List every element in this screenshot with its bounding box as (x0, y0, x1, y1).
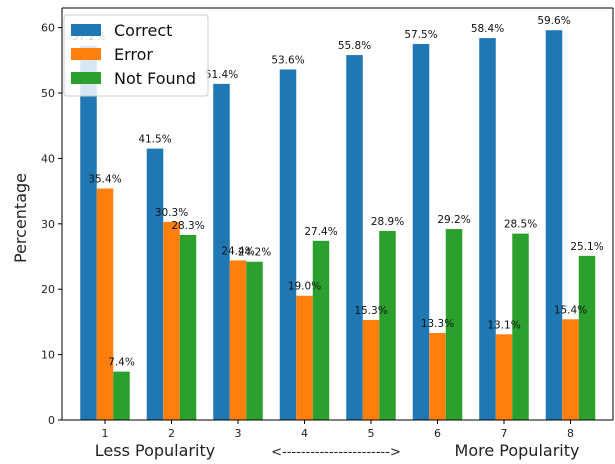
bar-correct-3 (213, 83, 230, 420)
bar-correct-6 (412, 43, 430, 420)
data-label-not-found-5: 28.9% (371, 216, 404, 228)
bar-not-found-2 (179, 234, 197, 420)
bars-layer (80, 30, 596, 420)
data-label-correct-8: 59.6% (537, 15, 570, 27)
legend-swatch-not-found (71, 72, 101, 84)
bar-error-8 (562, 319, 579, 420)
bar-error-6 (429, 333, 446, 420)
annotation-less-popularity: Less Popularity (95, 441, 215, 460)
data-label-not-found-4: 27.4% (304, 226, 337, 238)
bar-correct-5 (346, 55, 363, 420)
data-label-correct-5: 55.8% (338, 40, 371, 52)
bar-not-found-8 (578, 255, 596, 420)
x-tick-label-1: 1 (102, 427, 109, 440)
data-label-correct-2: 41.5% (138, 134, 171, 146)
bar-error-7 (495, 334, 513, 420)
data-label-correct-3: 51.4% (205, 69, 238, 81)
x-tick-label-4: 4 (301, 427, 308, 440)
y-tick-label-40: 40 (41, 152, 55, 165)
data-label-error-7: 13.1% (487, 319, 520, 331)
bar-correct-1 (80, 45, 97, 420)
bar-error-3 (229, 260, 247, 420)
data-label-not-found-1: 7.4% (108, 357, 135, 369)
y-tick-label-0: 0 (48, 414, 55, 427)
y-tick-label-30: 30 (41, 218, 55, 231)
data-label-correct-4: 53.6% (271, 54, 304, 66)
y-tick-label-10: 10 (41, 349, 55, 362)
y-axis-title: Percentage (11, 173, 30, 263)
data-label-not-found-6: 29.2% (437, 214, 470, 226)
y-tick-label-50: 50 (41, 87, 55, 100)
annotation-arrow: <-----------------------> (271, 445, 401, 460)
bar-error-5 (362, 319, 380, 420)
x-tick-label-8: 8 (567, 427, 574, 440)
x-tick-label-6: 6 (434, 427, 441, 440)
y-tick-label-60: 60 (41, 22, 55, 35)
data-label-not-found-2: 28.3% (171, 220, 204, 232)
annotation-more-popularity: More Popularity (455, 441, 580, 460)
bar-correct-2 (146, 148, 164, 420)
bar-not-found-6 (445, 229, 463, 420)
bar-not-found-4 (312, 240, 330, 420)
x-tick-label-2: 2 (168, 427, 175, 440)
x-tick-label-7: 7 (501, 427, 508, 440)
legend-label-not-found: Not Found (114, 69, 196, 88)
legend-swatch-error (71, 48, 101, 60)
data-label-error-3: 24.4% (221, 245, 254, 257)
data-label-error-2: 30.3% (155, 207, 188, 219)
data-label-correct-7: 58.4% (471, 23, 504, 35)
bar-error-2 (163, 221, 180, 420)
data-label-error-8: 15.4% (554, 304, 587, 316)
data-label-error-5: 15.3% (354, 305, 387, 317)
data-label-error-6: 13.3% (421, 318, 454, 330)
bar-correct-7 (479, 38, 496, 420)
data-label-correct-6: 57.5% (404, 29, 437, 41)
bar-not-found-1 (113, 371, 130, 420)
bar-correct-8 (545, 30, 563, 420)
bar-error-1 (96, 188, 114, 420)
bar-not-found-5 (379, 231, 396, 420)
axes-layer: 0 10 20 30 40 50 60 1 2 3 4 5 6 7 8 (41, 7, 614, 440)
data-label-not-found-7: 28.5% (504, 219, 537, 231)
legend-label-correct: Correct (114, 21, 172, 40)
bar-correct-4 (279, 69, 297, 420)
y-tick-label-20: 20 (41, 283, 55, 296)
bar-not-found-7 (512, 233, 529, 420)
data-label-error-1: 35.4% (88, 173, 121, 185)
legend-label-error: Error (114, 45, 153, 64)
data-label-not-found-3: 24.2% (238, 247, 271, 259)
legend: Correct Error Not Found (63, 14, 209, 97)
x-tick-label-5: 5 (368, 427, 375, 440)
bar-error-4 (296, 295, 313, 420)
data-label-error-4: 19.0% (288, 281, 321, 293)
data-label-not-found-8: 25.1% (570, 241, 603, 253)
bar-not-found-3 (246, 261, 263, 420)
legend-swatch-correct (71, 24, 101, 36)
x-tick-label-3: 3 (235, 427, 242, 440)
